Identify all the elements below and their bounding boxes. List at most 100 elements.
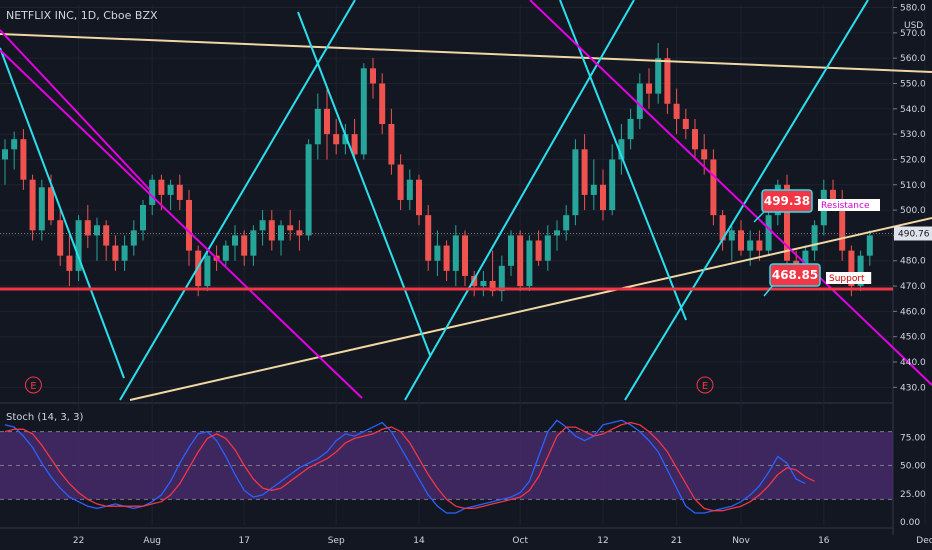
descending-line	[0, 29, 151, 191]
candle-body-up	[452, 235, 459, 271]
candle-body-down	[646, 83, 652, 94]
candle-body-down	[443, 245, 450, 271]
price-tick-label: 430.0	[900, 383, 926, 393]
candle-body-down	[112, 245, 119, 261]
candle-body-up	[627, 118, 634, 140]
candle-body-down	[48, 187, 54, 221]
candle-body-down	[738, 230, 744, 251]
stoch-d-line	[4, 421, 815, 512]
channel-line	[624, 0, 869, 401]
price-tick-label: 470.0	[900, 282, 926, 292]
stochastic-panel	[0, 419, 893, 514]
stoch-band	[0, 431, 893, 500]
candle-body-up	[342, 134, 349, 145]
resistance-trend-line	[0, 33, 932, 73]
candle-body-up	[250, 230, 257, 256]
rising-support-trend-line	[129, 217, 932, 401]
candle-body-up	[11, 139, 18, 150]
candle-body-down	[848, 250, 855, 287]
candle-body-up	[2, 149, 8, 160]
candle-body-up	[38, 187, 45, 231]
candle-body-up	[498, 265, 505, 292]
stoch-title: Stoch (14, 3, 3)	[6, 412, 83, 423]
candle-body-down	[388, 124, 395, 165]
candle-body-up	[857, 255, 864, 287]
candle-body-down	[535, 240, 542, 261]
candle-body-up	[866, 235, 873, 256]
candle-body-down	[701, 149, 708, 160]
earnings-marker-label: E	[30, 381, 36, 392]
candle-body-down	[719, 215, 726, 241]
time-tick-label: 16	[818, 536, 830, 546]
candle-body-down	[379, 83, 386, 125]
channel-line	[404, 0, 635, 401]
candle-body-up	[508, 235, 514, 266]
candle-body-down	[839, 199, 846, 251]
candle-body-down	[176, 184, 183, 200]
stoch-tick-label: 50.00	[900, 462, 926, 472]
candle-body-up	[590, 184, 597, 195]
price-tick-label: 520.0	[900, 155, 926, 165]
candle-body-down	[682, 118, 689, 130]
price-tick-label: 450.0	[900, 333, 926, 343]
candle-body-down	[29, 179, 36, 231]
candle-body-up	[121, 245, 128, 261]
stoch-tick-label: 25.00	[900, 490, 926, 500]
candle-body-down	[425, 215, 432, 261]
candle-body-up	[544, 235, 551, 261]
candle-body-down	[324, 108, 330, 135]
candle-body-up	[305, 144, 312, 236]
price-tick-label: 480.0	[900, 257, 926, 267]
candle-body-up	[618, 139, 625, 160]
time-tick-label: Sep	[328, 536, 345, 546]
candle-body-up	[526, 240, 533, 287]
candle-body-up	[278, 225, 284, 241]
candle-body-up	[747, 240, 754, 251]
candle-body-up	[204, 255, 211, 287]
price-tick-label: 570.0	[900, 29, 926, 39]
candle-body-down	[581, 149, 588, 195]
stoch-tick-label: 0.00	[900, 518, 920, 528]
callout-price: 468.85	[772, 268, 818, 282]
candle-body-down	[103, 225, 110, 246]
candle-body-down	[57, 220, 64, 256]
price-tick-label: 540.0	[900, 105, 926, 115]
candle-body-down	[66, 255, 73, 271]
candle-body-down	[186, 199, 192, 251]
last-price-badge	[894, 226, 932, 241]
candle-body-up	[232, 235, 238, 246]
candle-body-up	[563, 215, 570, 231]
candle-body-up	[406, 179, 413, 200]
candle-body-down	[517, 235, 524, 287]
candle-body-up	[140, 205, 146, 231]
candle-body-up	[802, 250, 809, 271]
callout-label-bg	[826, 272, 872, 284]
candle-body-down	[158, 179, 165, 195]
stoch-k-line	[4, 419, 806, 514]
candle-body-up	[167, 184, 174, 195]
candle-body-down	[673, 103, 680, 119]
candle-body-down	[287, 225, 294, 231]
price-tick-label: 500.0	[900, 206, 926, 216]
candle-body-up	[728, 230, 735, 241]
candle-body-up	[222, 245, 229, 261]
candle-body-down	[351, 134, 358, 155]
candle-body-up	[75, 220, 82, 271]
candle-body-down	[784, 184, 790, 261]
descending-line	[529, 0, 932, 386]
candle-body-down	[241, 235, 248, 256]
candle-body-up	[636, 83, 643, 119]
price-tick-label: 550.0	[900, 79, 926, 89]
candle-body-down	[462, 235, 468, 276]
candle-body-up	[765, 215, 772, 251]
time-tick-label: 22	[73, 536, 84, 546]
candle-body-down	[84, 220, 91, 236]
time-tick-label: 14	[413, 536, 425, 546]
last-price-label: 490.76	[898, 229, 930, 239]
candle-body-down	[370, 68, 376, 84]
earnings-marker-label: E	[702, 381, 708, 392]
candle-body-down	[268, 220, 275, 241]
candle-body-down	[756, 240, 763, 251]
candle-body-down	[489, 280, 496, 292]
